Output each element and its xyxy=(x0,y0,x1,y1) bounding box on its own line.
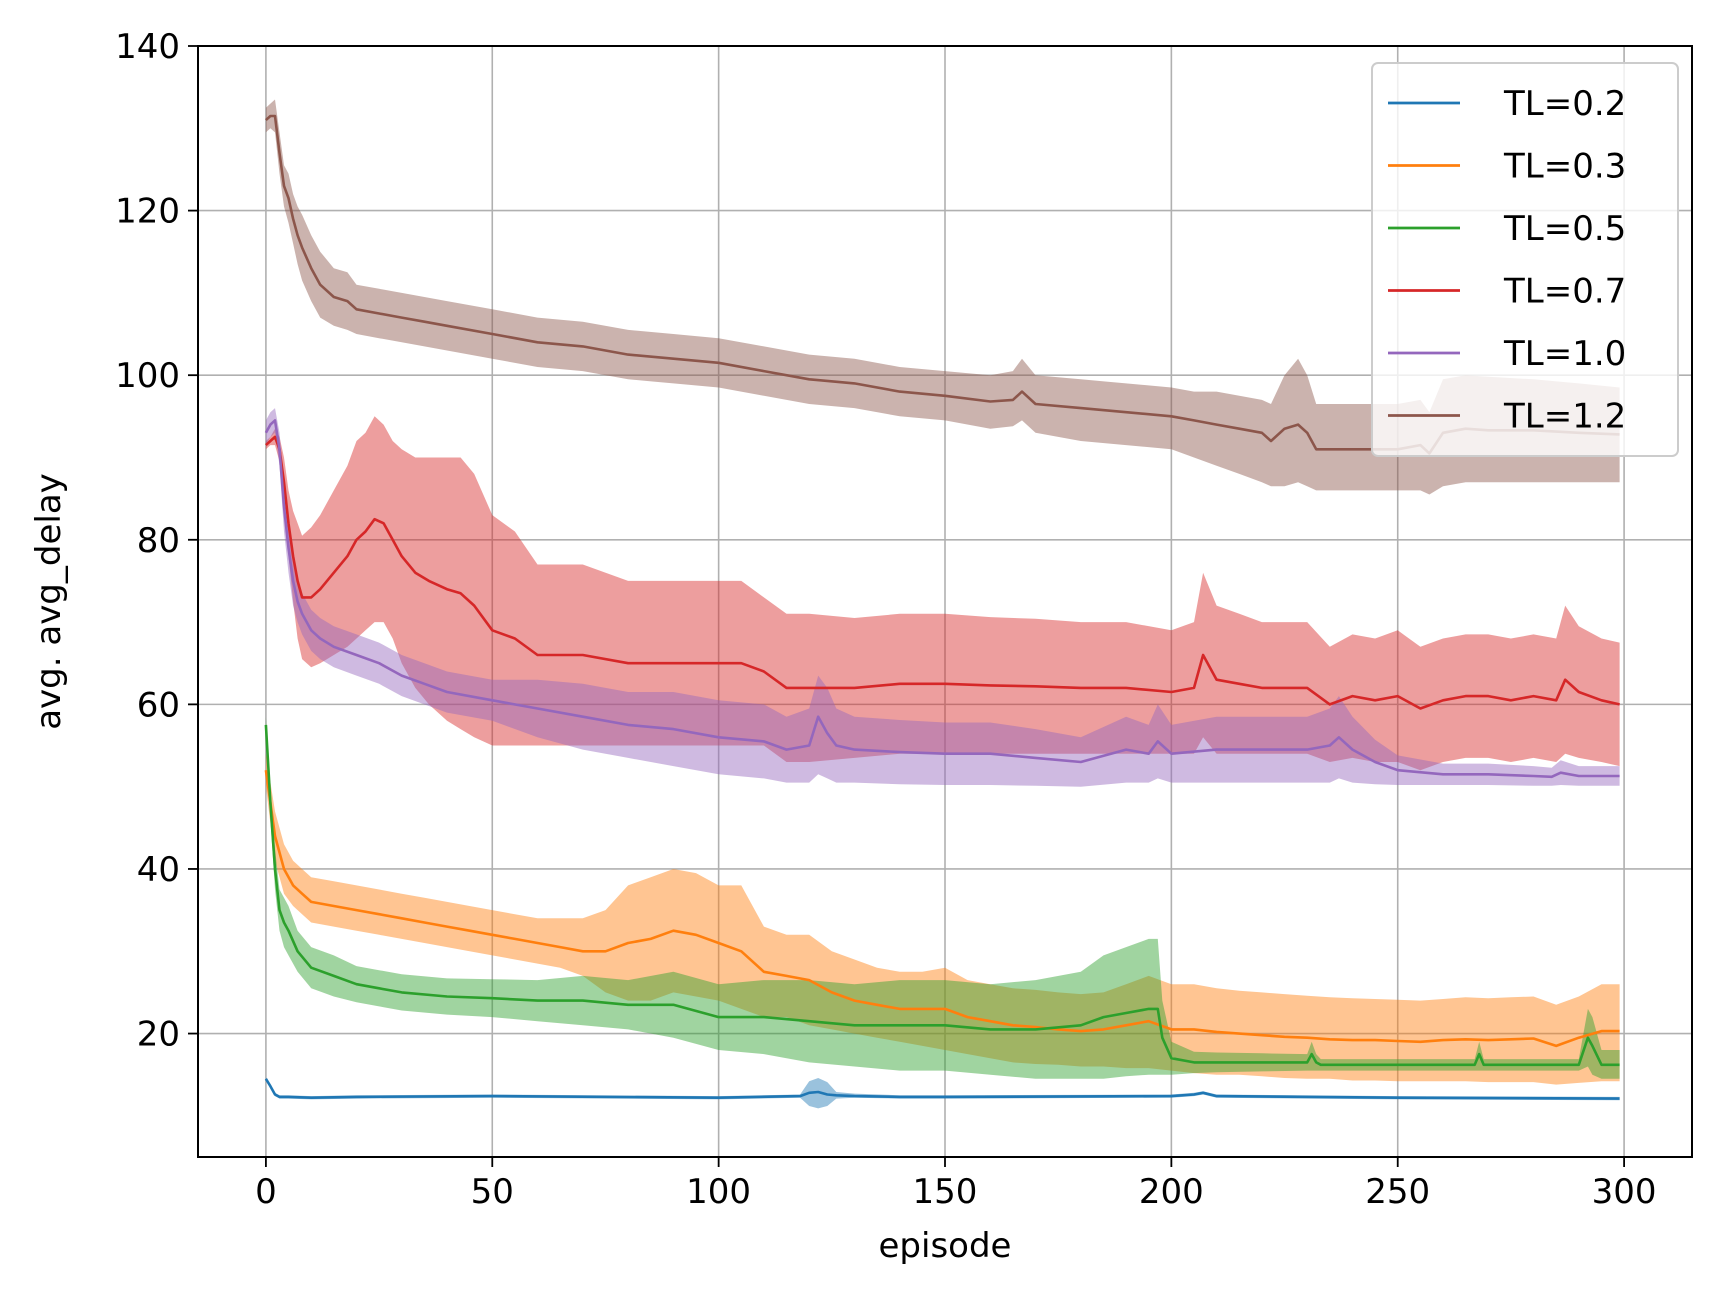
x-tick-label: 300 xyxy=(1592,1172,1657,1212)
x-axis-ticks: 0 50 100 150 200 250 300 xyxy=(255,1157,1657,1212)
y-tick-label: 60 xyxy=(137,685,180,725)
x-tick-label: 250 xyxy=(1365,1172,1430,1212)
line-series-5 xyxy=(264,419,1620,779)
legend-box xyxy=(1371,62,1679,457)
line-series-6 xyxy=(265,114,1620,455)
legend-label: TL=0.3 xyxy=(1503,147,1626,187)
line-series-2 xyxy=(264,770,1620,1048)
line-series-3 xyxy=(264,724,1620,1067)
legend-label: TL=0.7 xyxy=(1503,272,1626,312)
band-series-4 xyxy=(265,416,1620,771)
series-lines xyxy=(264,114,1620,1100)
x-tick-label: 0 xyxy=(255,1172,277,1212)
line-series-1 xyxy=(264,1078,1620,1100)
y-axis-label: avg. avg_delay xyxy=(29,473,69,730)
band-series-6 xyxy=(265,99,1620,495)
line-series-4 xyxy=(265,435,1620,710)
y-tick-label: 40 xyxy=(137,850,180,890)
x-tick-label: 100 xyxy=(686,1172,751,1212)
y-axis-ticks: 20 40 60 80 100 120 140 xyxy=(115,27,198,1055)
x-tick-label: 50 xyxy=(471,1172,514,1212)
x-tick-label: 200 xyxy=(1139,1172,1204,1212)
legend-label: TL=0.2 xyxy=(1503,84,1626,124)
band-series-5 xyxy=(265,408,1620,787)
y-tick-label: 140 xyxy=(115,27,180,67)
legend-label: TL=1.0 xyxy=(1503,334,1626,374)
x-axis-label: episode xyxy=(879,1226,1012,1266)
x-tick-label: 150 xyxy=(913,1172,978,1212)
band-series-3 xyxy=(265,716,1620,1079)
legend-label: TL=0.5 xyxy=(1503,209,1626,249)
y-tick-label: 20 xyxy=(137,1015,180,1055)
y-tick-label: 120 xyxy=(115,192,180,232)
confidence-bands xyxy=(265,99,1620,1109)
y-tick-label: 100 xyxy=(115,356,180,396)
y-tick-label: 80 xyxy=(137,521,180,561)
band-series-2 xyxy=(265,753,1620,1085)
legend: TL=0.2 TL=0.3 TL=0.5 TL=0.7 TL=1.0 TL=1.2 xyxy=(1371,62,1679,457)
legend-label: TL=1.2 xyxy=(1503,397,1626,437)
